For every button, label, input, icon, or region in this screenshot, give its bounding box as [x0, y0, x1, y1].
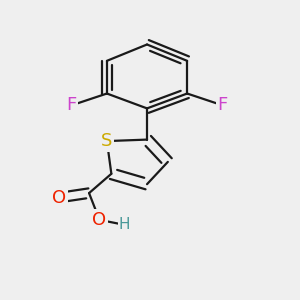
- Text: F: F: [66, 96, 76, 114]
- Text: O: O: [92, 211, 106, 229]
- Text: O: O: [52, 189, 66, 207]
- Text: S: S: [101, 132, 112, 150]
- Text: F: F: [218, 96, 228, 114]
- Text: H: H: [119, 218, 130, 232]
